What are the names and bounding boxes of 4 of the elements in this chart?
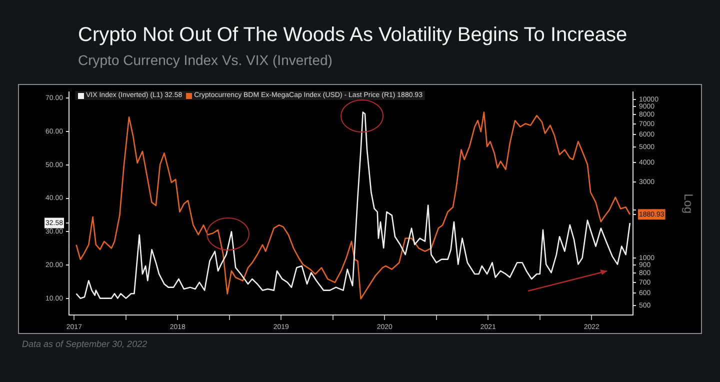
chart-title: Crypto Not Out Of The Woods As Volatility Begins To Increase	[78, 24, 628, 47]
y2-axis-title: Log	[681, 194, 696, 214]
text: Data as of September 30, 2022	[22, 339, 148, 349]
chart-subtitle: Crypto Currency Index Vs. VIX (Inverted)	[78, 52, 332, 68]
